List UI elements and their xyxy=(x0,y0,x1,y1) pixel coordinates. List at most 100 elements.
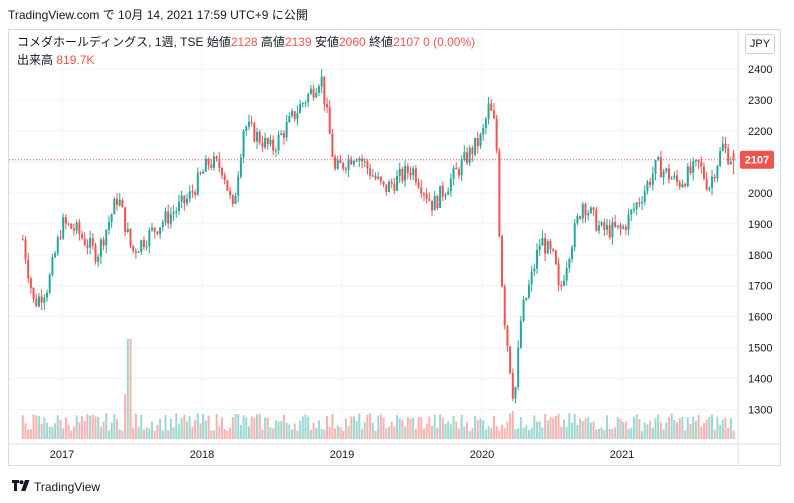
volume-bar xyxy=(541,427,544,439)
candle-body xyxy=(627,214,630,230)
volume-bar xyxy=(530,427,533,439)
candle-body xyxy=(643,191,646,203)
volume-bar xyxy=(29,429,32,439)
candle-body xyxy=(229,190,232,196)
ohlc-legend: コメダホールディングス, 1週, TSE 始値2128 高値2139 安値206… xyxy=(17,34,475,50)
volume-bar xyxy=(667,417,670,439)
volume-bar xyxy=(468,430,471,439)
volume-bar xyxy=(705,419,708,439)
volume-bar xyxy=(657,414,660,439)
candle-body xyxy=(689,166,692,173)
volume-bar xyxy=(490,427,493,439)
volume-bar xyxy=(75,415,78,439)
volume-bar xyxy=(525,425,528,439)
volume-bar xyxy=(433,414,436,439)
candle-body xyxy=(509,346,512,374)
candle-body xyxy=(651,173,654,185)
candle-body xyxy=(64,217,67,224)
footer-brand[interactable]: TradingView xyxy=(12,480,100,494)
candle-body xyxy=(692,161,695,173)
candle-body xyxy=(608,225,611,238)
candle-body xyxy=(592,207,595,210)
volume-bar xyxy=(404,426,407,439)
candle-body xyxy=(89,237,92,248)
volume-bar xyxy=(592,421,595,439)
open-label: 始値 xyxy=(206,35,231,49)
candle-body xyxy=(266,138,269,145)
volume-bar xyxy=(616,417,619,439)
candle-body xyxy=(490,103,493,111)
candle-body xyxy=(99,239,102,257)
candle-body xyxy=(293,111,296,120)
candle-body xyxy=(681,184,684,187)
volume-bar xyxy=(27,429,30,439)
volume-bar xyxy=(43,416,46,439)
candle-body xyxy=(702,166,705,179)
volume-bar xyxy=(299,420,302,439)
volume-bar xyxy=(385,428,388,439)
candle-body xyxy=(414,168,417,183)
volume-bar xyxy=(301,416,304,439)
volume-bar xyxy=(234,414,237,439)
volume-bar xyxy=(261,429,264,439)
volume-bar xyxy=(719,424,722,439)
volume-bar xyxy=(97,417,100,439)
candle-body xyxy=(78,222,81,235)
volume-bar xyxy=(159,418,162,439)
volume-bar xyxy=(439,414,442,439)
volume-bar xyxy=(317,420,320,439)
volume-bar xyxy=(331,414,334,439)
candle-body xyxy=(97,256,100,262)
candle-body xyxy=(713,176,716,179)
candle-body xyxy=(412,168,415,176)
candle-body xyxy=(409,172,412,176)
candle-body xyxy=(444,194,447,197)
candle-body xyxy=(544,237,547,254)
volume-bar xyxy=(565,426,568,439)
volume-bar xyxy=(476,420,479,439)
volume-bar xyxy=(506,421,509,439)
publish-info: TradingView.com で 10月 14, 2021 17:59 UTC… xyxy=(8,8,308,22)
candle-body xyxy=(398,168,401,176)
candle-body xyxy=(202,171,205,174)
y-tick-label: 2300 xyxy=(748,95,772,107)
candle-body xyxy=(245,126,248,131)
candle-body xyxy=(624,226,627,230)
volume-bar xyxy=(288,424,291,439)
volume-bar xyxy=(83,420,86,439)
candle-body xyxy=(565,267,568,281)
candle-body xyxy=(140,240,143,252)
candle-body xyxy=(385,184,388,193)
candle-body xyxy=(641,202,644,204)
y-tick-label: 1400 xyxy=(748,374,772,386)
low-label: 安値 xyxy=(314,35,339,49)
volume-bar xyxy=(282,414,285,439)
candle-body xyxy=(164,211,167,223)
candle-body xyxy=(72,228,75,231)
candle-body xyxy=(546,241,549,254)
volume-bar xyxy=(32,414,35,439)
candle-body xyxy=(239,157,242,177)
candle-body xyxy=(460,159,463,176)
candle-body xyxy=(59,237,62,239)
candle-body xyxy=(156,231,159,235)
volume-bar xyxy=(398,418,401,439)
volume-bar xyxy=(544,414,547,439)
volume-bar xyxy=(460,414,463,439)
candle-body xyxy=(37,296,40,307)
candle-body xyxy=(404,165,407,181)
volume-bar xyxy=(702,422,705,439)
candle-body xyxy=(501,235,504,287)
volume-bar xyxy=(641,430,644,439)
volume-bar xyxy=(264,417,267,439)
candle-body xyxy=(291,111,294,116)
candle-body xyxy=(46,292,49,298)
y-tick-label: 1500 xyxy=(748,343,772,355)
currency-button[interactable]: JPY xyxy=(745,34,775,54)
candle-body xyxy=(272,139,275,151)
volume-bar xyxy=(595,429,598,439)
volume-bar xyxy=(659,422,662,439)
volume-bar xyxy=(296,430,299,439)
candle-body xyxy=(355,160,358,162)
